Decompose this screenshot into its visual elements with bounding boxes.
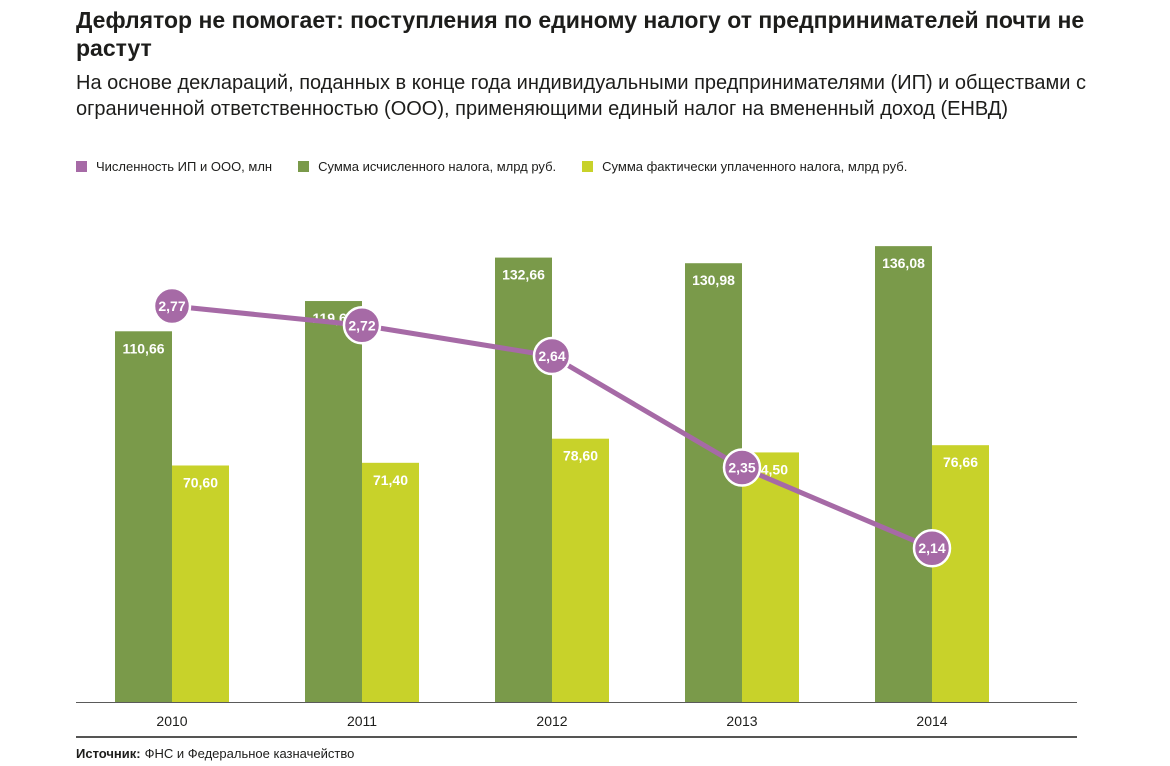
label-paid-2012: 78,60 (563, 448, 598, 464)
bar-paid-2010 (172, 465, 229, 702)
chart-title: Дефлятор не помогает: поступления по еди… (76, 7, 1085, 61)
legend-swatch-count (76, 160, 87, 172)
label-paid-2011: 71,40 (373, 472, 408, 488)
x-tick-2013: 2013 (726, 713, 757, 729)
legend-swatch-paid (582, 160, 594, 172)
source-note: Источник: ФНС и Федеральное казначейство (76, 746, 354, 761)
bar-calculated-2012 (495, 257, 552, 702)
point-count-2012 (532, 336, 572, 376)
chart-canvas: 110,6670,602010119,6971,402011132,6678,6… (76, 246, 1077, 738)
label-calculated-2010: 110,66 (122, 340, 164, 356)
bar-paid-2013 (742, 452, 799, 702)
x-tick-2014: 2014 (916, 713, 947, 729)
label-calculated-2012: 132,66 (502, 267, 545, 283)
legend-label-paid: Сумма фактически уплаченного налога, млр… (602, 158, 908, 174)
legend-item-paid: Сумма фактически уплаченного налога, млр… (582, 159, 907, 174)
legend-label-calculated: Сумма исчисленного налога, млрд руб. (318, 158, 557, 174)
legend: Численность ИП и ООО, млн Сумма исчислен… (76, 156, 933, 176)
x-tick-2011: 2011 (347, 713, 377, 729)
label-calculated-2014: 136,08 (882, 255, 925, 271)
label-count-2014: 2,14 (918, 540, 945, 556)
source-text: ФНС и Федеральное казначейство (144, 746, 355, 761)
point-count-2013 (722, 448, 762, 487)
label-count-2012: 2,64 (538, 348, 565, 364)
label-count-2011: 2,72 (348, 317, 375, 333)
point-count-2010 (152, 286, 192, 326)
bar-calculated-2010 (115, 331, 172, 702)
label-paid-2010: 70,60 (183, 474, 218, 490)
chart-subtitle: На основе деклараций, поданных в конце г… (76, 72, 1086, 120)
bar-calculated-2011 (305, 301, 362, 702)
bar-paid-2011 (362, 462, 419, 702)
label-paid-2014: 76,66 (943, 454, 978, 470)
point-count-2014 (912, 528, 952, 568)
legend-label-count: Численность ИП и ООО, млн (96, 158, 273, 174)
bar-calculated-2014 (875, 246, 932, 702)
bar-paid-2012 (552, 438, 609, 702)
source-label: Источник: (76, 746, 141, 761)
bar-paid-2014 (932, 445, 989, 702)
label-count-2013: 2,35 (728, 460, 755, 476)
legend-item-calculated: Сумма исчисленного налога, млрд руб. (298, 159, 556, 174)
x-tick-2010: 2010 (156, 713, 187, 729)
x-tick-2012: 2012 (536, 713, 567, 729)
label-count-2010: 2,77 (158, 298, 185, 314)
legend-swatch-calculated (298, 160, 310, 172)
legend-item-count: Численность ИП и ООО, млн (76, 159, 272, 174)
point-count-2011 (342, 306, 382, 345)
label-calculated-2013: 130,98 (692, 272, 735, 288)
